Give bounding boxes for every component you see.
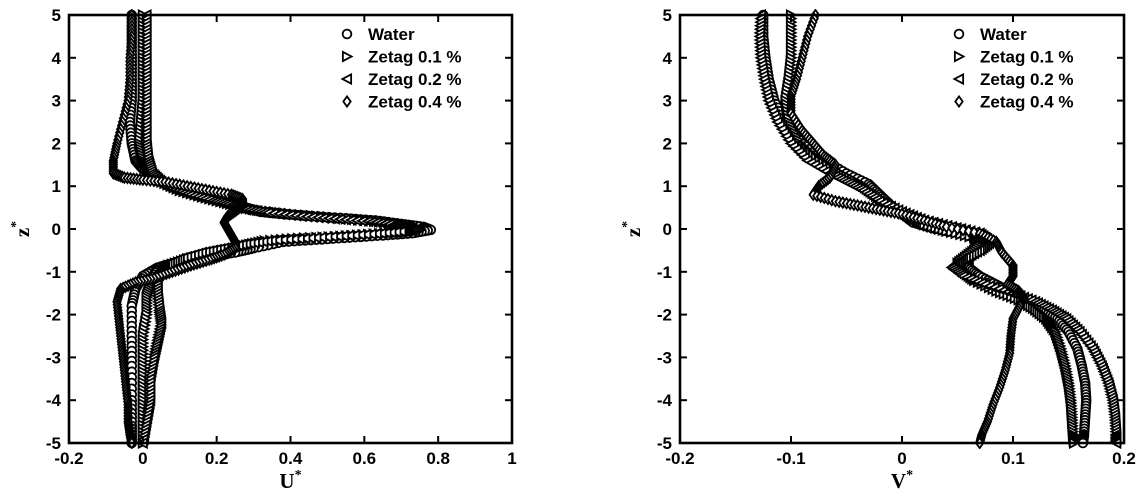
data-point: [304, 231, 316, 245]
x-tick-label: 0: [897, 449, 906, 468]
series-4: [108, 9, 248, 449]
y-tick-label: 5: [52, 6, 61, 25]
data-point: [354, 228, 366, 241]
y-tick-label: 0: [663, 220, 672, 239]
y-tick-label: 0: [52, 220, 61, 239]
y-tick-label: 4: [52, 49, 62, 68]
plot-area: [108, 9, 437, 449]
data-point: [271, 234, 283, 247]
legend-marker: [341, 50, 354, 63]
legend-marker: [953, 50, 966, 63]
legend: Water Zetag 0.1 % Zetag 0.2 % Zetag 0.4 %: [952, 25, 1074, 112]
y-tick-label: -4: [657, 391, 673, 410]
data-point: [276, 233, 289, 246]
data-point: [282, 233, 294, 246]
x-tick-label: 0: [138, 449, 147, 468]
chart-2: -0.2 -0.1 0 0.1 0.2 -5 -4 -3 -2 -1 0 1 2 3 4 5 V* z* Water…: [620, 6, 1136, 493]
y-tick-label: -4: [46, 391, 62, 410]
x-tick-label: -0.2: [665, 449, 694, 468]
x-tick-label: 0.2: [1112, 449, 1136, 468]
legend-item: Zetag 0.2 %: [340, 70, 462, 89]
data-point: [343, 229, 355, 242]
data-point: [952, 222, 963, 236]
legend-label: Zetag 0.2 %: [980, 70, 1074, 89]
legend-label: Zetag 0.1 %: [368, 48, 462, 67]
data-point: [365, 228, 377, 241]
y-tick-label: 3: [52, 92, 61, 111]
legend-item: Zetag 0.1 %: [341, 48, 462, 67]
y-tick-label: 5: [663, 6, 672, 25]
data-point: [315, 231, 327, 244]
y-tick-label: 1: [663, 177, 672, 196]
legend-marker: [340, 72, 353, 86]
y-tick-label: -1: [657, 263, 672, 282]
data-point: [337, 229, 350, 243]
x-tick-label: 0.1: [1001, 449, 1025, 468]
plot-area: [753, 9, 1122, 449]
legend-marker: [954, 94, 964, 109]
data-point: [326, 230, 338, 243]
x-axis-label: V*: [891, 468, 913, 493]
x-tick-label: -0.1: [776, 449, 805, 468]
x-tick-label: -0.2: [54, 449, 83, 468]
y-tick-label: -2: [657, 306, 672, 325]
data-point: [293, 232, 305, 245]
legend-marker: [952, 72, 965, 86]
y-tick-label: 2: [52, 134, 61, 153]
y-tick-label: -3: [657, 348, 672, 367]
y-tick-label: 3: [663, 92, 672, 111]
legend-item: Zetag 0.2 %: [952, 70, 1074, 89]
data-point: [958, 223, 968, 237]
legend-item: Zetag 0.1 %: [953, 48, 1074, 67]
x-tick-label: 0.6: [353, 449, 377, 468]
data-point: [331, 230, 344, 243]
y-tick-label: -5: [657, 434, 672, 453]
y-tick-label: 4: [663, 49, 673, 68]
y-tick-label: -5: [46, 434, 61, 453]
legend-item: Zetag 0.4 %: [342, 93, 462, 112]
legend-label: Zetag 0.1 %: [980, 48, 1074, 67]
data-point: [298, 232, 311, 245]
legend-label: Zetag 0.4 %: [368, 93, 462, 112]
data-point: [309, 231, 322, 244]
legend-item: Zetag 0.4 %: [954, 93, 1074, 112]
x-axis-label: U*: [279, 468, 301, 493]
legend-marker: [342, 94, 352, 109]
y-tick-label: 1: [52, 177, 61, 196]
x-tick-label: 0.2: [205, 449, 229, 468]
legend-label: Water: [368, 25, 415, 44]
x-tick-label: 0.8: [426, 449, 450, 468]
legend-marker: [341, 28, 353, 40]
data-point: [348, 229, 361, 242]
data-point: [320, 230, 333, 244]
data-point: [287, 233, 300, 246]
y-axis-label: z*: [9, 221, 34, 237]
legend-item: Water: [953, 25, 1027, 44]
y-tick-label: 2: [663, 134, 672, 153]
x-tick-label: 1: [507, 449, 516, 468]
x-tick-label: 0.4: [279, 449, 303, 468]
legend-label: Zetag 0.4 %: [980, 93, 1074, 112]
legend-label: Zetag 0.2 %: [368, 70, 462, 89]
y-axis-label: z*: [620, 221, 645, 237]
legend: Water Zetag 0.1 % Zetag 0.2 % Zetag 0.4 %: [340, 25, 462, 112]
chart-1: -0.2 0 0.2 0.4 0.6 0.8 1 -5 -4 -3 -2 -1 0 1 2 3 4 5 U* z* Wa…: [9, 6, 517, 493]
y-tick-label: -1: [46, 263, 61, 282]
y-tick-label: -2: [46, 306, 61, 325]
y-tick-label: -3: [46, 348, 61, 367]
data-point: [359, 228, 372, 241]
series-4: [786, 9, 1029, 449]
legend-item: Water: [341, 25, 415, 44]
legend-label: Water: [980, 25, 1027, 44]
legend-marker: [953, 28, 965, 40]
